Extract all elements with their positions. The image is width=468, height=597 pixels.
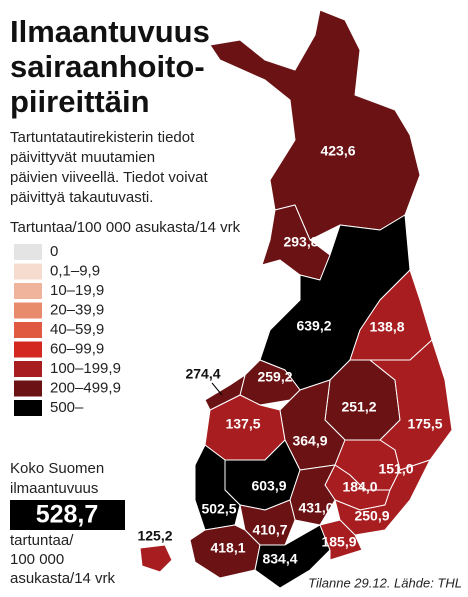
region-label: 364,9 <box>292 433 327 449</box>
legend-label: 10–19,9 <box>50 282 104 299</box>
source: Tilanne 29.12. Lähde: THL <box>308 575 462 590</box>
legend-swatch <box>14 361 42 377</box>
description-line: päivittyä takautuvasti. <box>10 189 153 206</box>
legend-swatch <box>14 380 42 397</box>
legend-label: 0 <box>50 243 58 260</box>
region-label: 293,8 <box>283 234 318 250</box>
legend-label: 40–59,9 <box>50 321 104 338</box>
total-label: ilmaantuvuus <box>10 480 98 497</box>
region-label: 423,6 <box>320 143 355 159</box>
legend-label: 60–99,9 <box>50 340 104 357</box>
region <box>204 374 246 411</box>
region-label: 184,0 <box>342 479 377 495</box>
legend-swatch <box>14 322 42 338</box>
region-label: 250,9 <box>354 508 389 524</box>
region <box>139 544 173 573</box>
description-line: päivien viiveellä. Tiedot voivat <box>10 169 208 186</box>
region-label: 259,2 <box>257 369 292 385</box>
region-label: 138,8 <box>369 319 404 335</box>
legend-swatch <box>14 283 42 299</box>
total-value: 528,7 <box>36 501 99 529</box>
legend-label: 20–39,9 <box>50 301 104 318</box>
region-label: 418,1 <box>210 540 245 556</box>
region <box>319 519 363 561</box>
legend-label: 100–199,9 <box>50 360 121 377</box>
legend-swatch <box>14 341 42 358</box>
total-box <box>10 500 125 530</box>
region <box>209 9 421 241</box>
region <box>254 524 331 589</box>
region-label: 137,5 <box>225 416 260 432</box>
legend-label: 500– <box>50 399 84 416</box>
total-unit: 100 000 <box>10 551 64 568</box>
region-label: 274,4 <box>185 366 220 382</box>
title-line: Ilmaantuvuus <box>10 14 210 49</box>
legend-title: Tartuntaa/100 000 asukasta/14 vrk <box>10 219 241 236</box>
region-label: 151,0 <box>378 461 413 477</box>
region-label: 502,5 <box>201 501 236 517</box>
map <box>139 9 453 589</box>
legend-swatch <box>14 400 42 416</box>
title-line: sairaanhoito- <box>10 49 205 84</box>
total-unit: asukasta/14 vrk <box>10 570 116 587</box>
total-unit: tartuntaa/ <box>10 532 74 549</box>
description-line: päivittyvät muutamien <box>10 149 155 166</box>
total-label: Koko Suomen <box>10 460 104 477</box>
region-label: 251,2 <box>341 399 376 415</box>
description-line: Tartuntatautirekisterin tiedot <box>10 129 195 146</box>
legend-swatch <box>14 263 42 280</box>
legend-swatch <box>14 244 42 260</box>
region-label: 834,4 <box>262 551 297 567</box>
region-label: 603,9 <box>251 478 286 494</box>
region-label: 410,7 <box>252 522 287 538</box>
legend-label: 200–499,9 <box>50 379 121 396</box>
leader-line <box>211 382 223 396</box>
legend-label: 0,1–9,9 <box>50 262 100 279</box>
region-label: 125,2 <box>137 528 172 544</box>
region-label: 431,0 <box>298 500 333 516</box>
title-line: piireittäin <box>10 84 150 119</box>
region-label: 175,5 <box>407 416 442 432</box>
region-label: 639,2 <box>296 318 331 334</box>
legend-swatch <box>14 302 42 319</box>
region-label: 185,9 <box>321 534 356 550</box>
